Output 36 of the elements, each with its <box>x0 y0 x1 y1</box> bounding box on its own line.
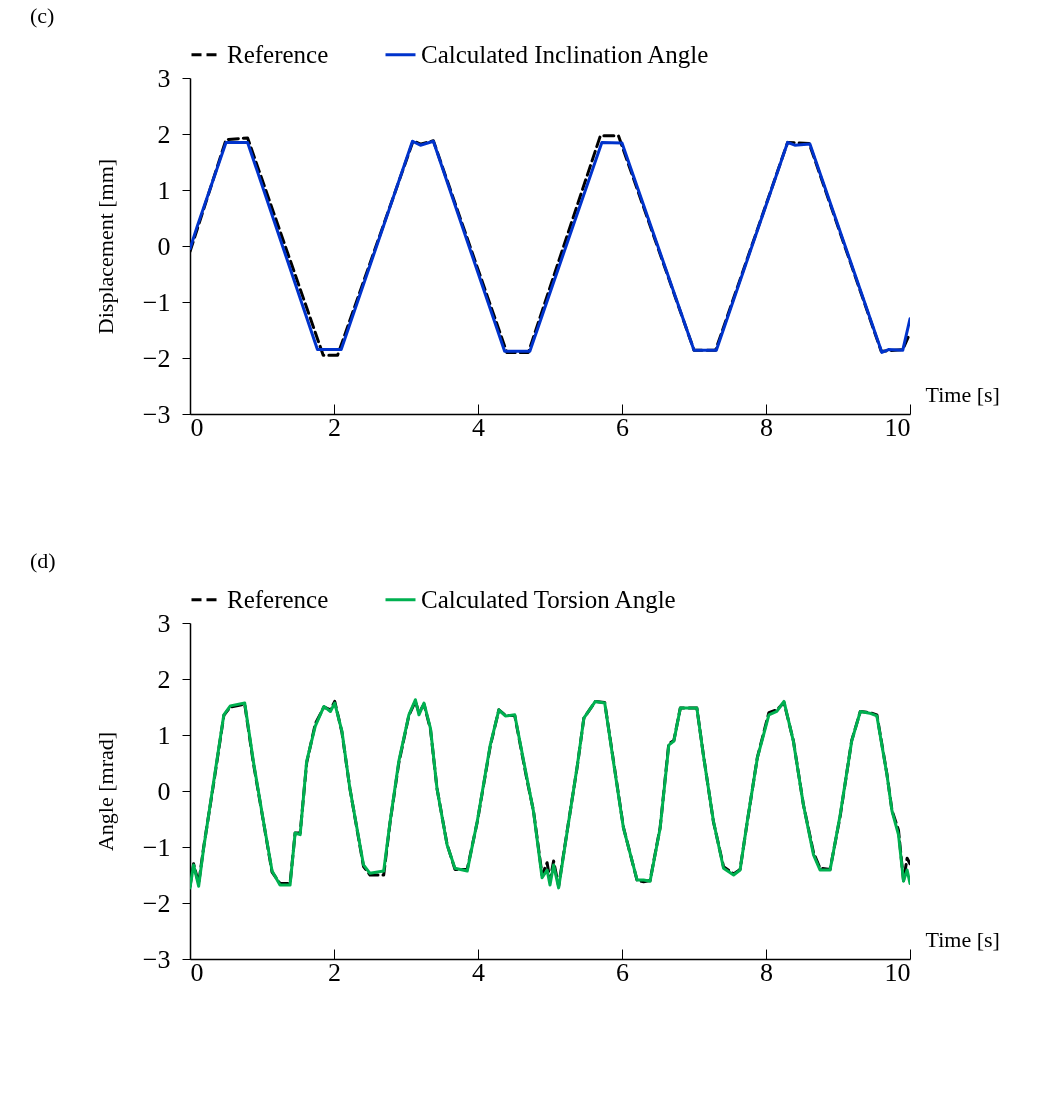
y-axis-title: Angle [mrad] <box>92 731 118 852</box>
y-tick-label: −1 <box>142 832 171 862</box>
legend-label: Reference <box>227 585 329 613</box>
y-axis-title: Displacement [mm] <box>92 158 118 335</box>
x-axis-title: Time [s] <box>925 381 1000 407</box>
y-tick-label: 0 <box>157 776 171 806</box>
x-axis-title: Time [s] <box>925 926 1000 952</box>
legend-label: Calculated Inclination Angle <box>421 40 709 68</box>
y-tick-label: 3 <box>157 63 171 93</box>
y-tick-label: 1 <box>157 720 171 750</box>
x-tick-label: 8 <box>760 412 773 442</box>
y-tick-label: −2 <box>142 888 171 918</box>
y-tick-label: −3 <box>142 399 171 429</box>
x-tick-label: 10 <box>884 957 911 987</box>
y-tick-label: 1 <box>157 175 171 205</box>
y-tick-label: −2 <box>142 343 171 373</box>
y-tick-label: 3 <box>157 608 171 638</box>
x-tick-label: 6 <box>616 412 629 442</box>
x-tick-label: 4 <box>472 412 485 442</box>
chart-title: (c) <box>30 3 55 28</box>
y-tick-label: 2 <box>157 119 171 149</box>
legend-label: Reference <box>227 40 329 68</box>
y-tick-label: 0 <box>157 231 171 261</box>
y-tick-label: 2 <box>157 664 171 694</box>
legend-label: Calculated Torsion Angle <box>421 585 676 613</box>
x-tick-label: 2 <box>328 412 341 442</box>
x-tick-label: 2 <box>328 957 341 987</box>
x-tick-label: 10 <box>884 412 911 442</box>
y-tick-label: −1 <box>142 287 171 317</box>
x-tick-label: 8 <box>760 957 773 987</box>
y-tick-label: −3 <box>142 944 171 974</box>
chart-title: (d) <box>30 548 56 573</box>
x-tick-label: 0 <box>190 957 204 987</box>
x-tick-label: 4 <box>472 957 485 987</box>
x-tick-label: 6 <box>616 957 629 987</box>
x-tick-label: 0 <box>190 412 204 442</box>
